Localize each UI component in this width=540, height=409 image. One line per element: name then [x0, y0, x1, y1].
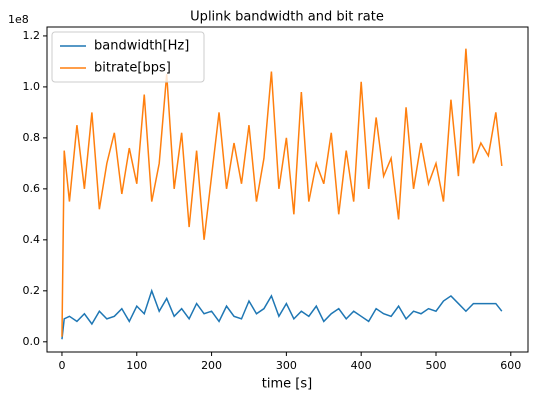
plot-frame [46, 26, 529, 353]
data-line [61, 48, 503, 337]
y-tick-label: 0.4 [23, 233, 41, 246]
y-offset-label: 1e8 [8, 13, 29, 26]
x-tick-label: 100 [126, 359, 147, 372]
y-tick-label: 1.2 [23, 29, 41, 42]
x-axis-label: time [s] [262, 377, 312, 392]
data-line [61, 288, 503, 340]
y-tick-label: 1.0 [23, 80, 41, 93]
legend-box [51, 31, 205, 83]
x-tick-label: 200 [201, 359, 222, 372]
y-tick-label: 0.8 [23, 131, 41, 144]
y-tick-label: 0.2 [23, 284, 41, 297]
y-tick-label: 0.0 [23, 335, 41, 348]
x-tick-label: 0 [58, 359, 65, 372]
x-tick-label: 500 [425, 359, 446, 372]
x-tick-label: 400 [351, 359, 372, 372]
legend-label: bitrate[bps] [94, 61, 171, 76]
x-tick-label: 600 [500, 359, 521, 372]
y-tick-label: 0.6 [23, 182, 41, 195]
legend-label: bandwidth[Hz] [94, 39, 189, 54]
chart-title: Uplink bandwidth and bit rate [190, 10, 384, 25]
x-tick-label: 300 [276, 359, 297, 372]
